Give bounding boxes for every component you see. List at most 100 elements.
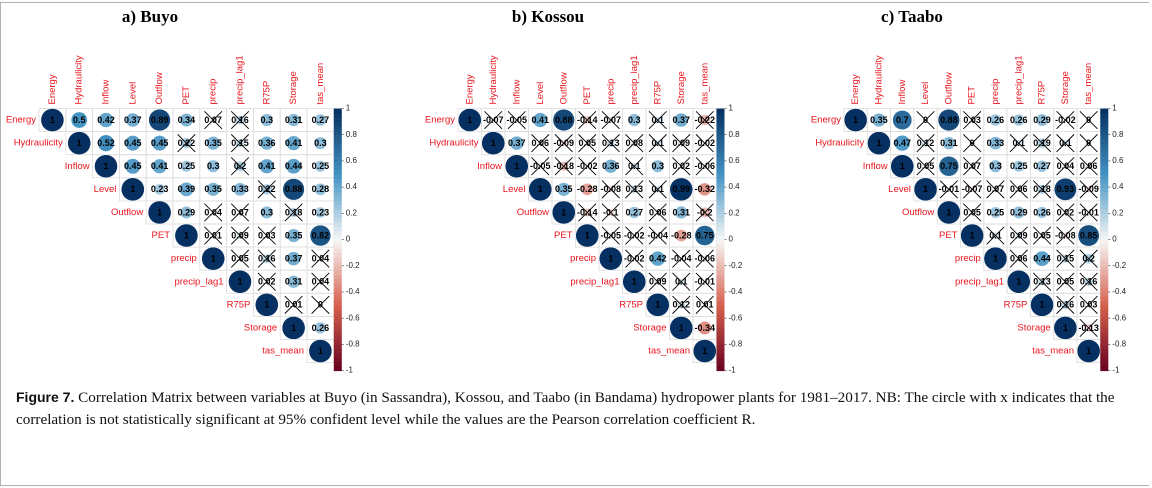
- value-label: 0.41: [285, 138, 303, 148]
- insignificant-cross: [1079, 295, 1098, 314]
- insignificant-cross: [578, 157, 597, 176]
- insignificant-cross: [230, 134, 250, 153]
- correlation-circle: [98, 112, 114, 128]
- correlation-circle: [179, 113, 194, 128]
- value-label: 0.26: [312, 323, 330, 333]
- correlation-circle: [94, 154, 118, 179]
- colorbar-segment: [716, 309, 725, 315]
- correlation-circle: [938, 155, 960, 177]
- insignificant-cross: [1079, 110, 1098, 130]
- colorbar-segment: [1100, 331, 1109, 337]
- value-label: -0.18: [553, 161, 574, 171]
- colorbar-segment: [716, 139, 725, 144]
- correlation-circle: [314, 182, 327, 196]
- value-label: 1: [514, 161, 519, 171]
- colorbar-segment: [716, 143, 725, 149]
- value-label: 1: [702, 346, 707, 356]
- colorbar-segment: [716, 117, 725, 123]
- correlation-circle: [894, 134, 911, 152]
- colorbar-segment: [333, 213, 342, 219]
- insignificant-cross: [601, 180, 620, 199]
- value-label: 0.29: [1010, 207, 1028, 217]
- colorbar-tick-label: -0.4: [1112, 287, 1126, 296]
- correlation-circle: [206, 182, 221, 197]
- value-label: 0: [923, 115, 928, 125]
- value-label: 0.02: [1057, 207, 1075, 217]
- value-label: 0.33: [987, 138, 1005, 148]
- correlation-circle: [285, 158, 302, 175]
- insignificant-cross: [1056, 134, 1075, 153]
- correlation-circle: [1012, 113, 1025, 127]
- colorbar-tick-label: -0.4: [729, 287, 743, 296]
- value-label: -0.28: [671, 230, 692, 240]
- correlation-circle: [871, 112, 887, 128]
- colorbar-segment: [1100, 248, 1109, 254]
- insignificant-cross: [1079, 272, 1098, 291]
- colorbar-segment: [716, 296, 725, 302]
- colorbar-segment: [716, 160, 725, 166]
- correlation-circle: [285, 135, 302, 151]
- colorbar-tick-label: -0.2: [1112, 261, 1126, 270]
- value-label: 0.3: [651, 161, 664, 171]
- value-label: 0.93: [1057, 184, 1075, 194]
- colorbar-tick-label: -1: [729, 366, 737, 375]
- chart-title: b) Kossou: [512, 7, 584, 26]
- colorbar-segment: [716, 200, 725, 206]
- colorbar-segment: [716, 226, 725, 232]
- insignificant-cross: [695, 295, 714, 314]
- correlation-circle: [1012, 205, 1026, 219]
- correlation-circle: [552, 108, 575, 132]
- column-label: Outflow: [154, 72, 165, 104]
- colorbar-segment: [333, 348, 342, 354]
- colorbar-segment: [333, 178, 342, 184]
- column-label: Hydraulicity: [74, 55, 85, 104]
- correlation-circle: [692, 339, 717, 363]
- colorbar-segment: [1100, 291, 1109, 297]
- insignificant-cross: [963, 110, 982, 130]
- colorbar-segment: [333, 248, 342, 254]
- value-label: -0.34: [694, 323, 715, 333]
- value-label: 0.45: [151, 138, 169, 148]
- correlation-circle: [259, 135, 274, 151]
- colorbar-segment: [1100, 191, 1109, 197]
- value-label: 0.41: [531, 115, 549, 125]
- colorbar-segment: [333, 331, 342, 337]
- value-label: 0.05: [578, 138, 596, 148]
- colorbar-segment: [716, 174, 725, 179]
- row-label: Storage: [1017, 322, 1050, 333]
- value-label: 0.05: [963, 207, 981, 217]
- colorbar-segment: [716, 156, 725, 162]
- colorbar-segment: [333, 125, 342, 131]
- value-label: 0.16: [231, 115, 249, 125]
- value-label: 1: [1040, 300, 1045, 310]
- colorbar-segment: [1100, 243, 1109, 249]
- row-label: Hydraulicity: [815, 138, 864, 149]
- insignificant-cross: [695, 249, 714, 268]
- colorbar-segment: [716, 348, 725, 354]
- row-label: tas_mean: [262, 346, 304, 357]
- value-label: 0.1: [989, 230, 1002, 240]
- row-label: Inflow: [863, 161, 888, 172]
- colorbar-segment: [333, 252, 342, 258]
- colorbar-segment: [1100, 152, 1109, 158]
- correlation-circle: [651, 159, 665, 173]
- correlation-circle: [937, 108, 960, 132]
- value-label: -0.1: [603, 207, 619, 217]
- column-label: Level: [920, 82, 931, 105]
- correlation-circle: [674, 205, 688, 220]
- value-label: 0.04: [312, 254, 330, 264]
- value-label: 0.22: [178, 138, 196, 148]
- column-label: R75P: [261, 81, 272, 105]
- value-label: 1: [211, 254, 216, 264]
- value-label: 1: [608, 254, 613, 264]
- insignificant-cross: [648, 180, 667, 199]
- column-label: Hydraulicity: [873, 55, 884, 104]
- colorbar-segment: [716, 147, 725, 153]
- value-label: 0.5: [73, 115, 86, 125]
- colorbar-segment: [1100, 139, 1109, 144]
- insignificant-cross: [648, 203, 667, 222]
- column-label: precip_lag1: [1013, 55, 1024, 104]
- value-label: 0.25: [987, 207, 1005, 217]
- row-label: precip: [955, 253, 981, 264]
- insignificant-cross: [257, 272, 276, 291]
